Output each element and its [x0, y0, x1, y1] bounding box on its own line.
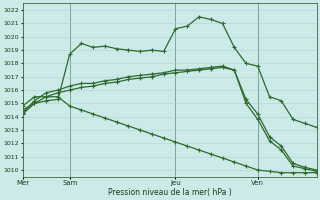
X-axis label: Pression niveau de la mer( hPa ): Pression niveau de la mer( hPa )	[108, 188, 231, 197]
